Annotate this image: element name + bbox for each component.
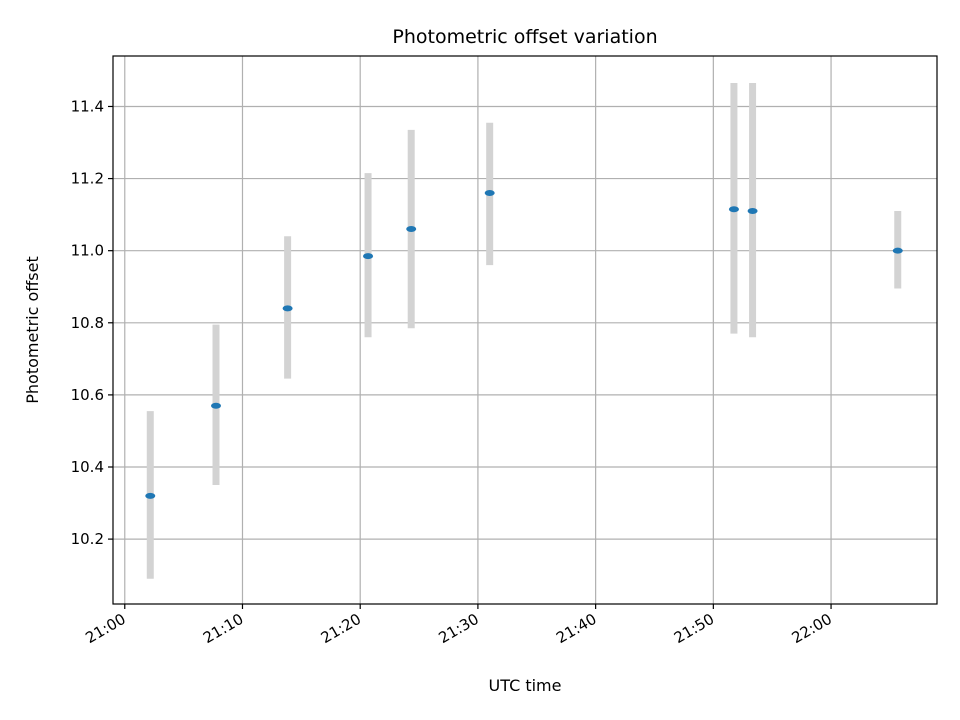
data-point [282,305,293,312]
data-point [145,492,156,499]
y-tick-label: 11.2 [71,170,104,188]
y-axis-ticks: 10.2 10.4 10.6 10.8 11.0 11.2 11.4 [71,97,113,548]
y-tick-label: 10.6 [71,386,104,404]
y-tick-label: 10.4 [71,458,104,476]
x-tick-label: 21:30 [435,610,481,647]
error-bars [146,83,902,579]
y-tick-label: 11.4 [71,97,104,115]
x-tick-label: 21:20 [318,610,364,647]
data-point [892,247,903,254]
data-point [484,190,495,196]
data-point [363,253,374,260]
data-point [747,208,758,215]
y-tick-label: 10.8 [71,314,104,332]
y-tick-label: 11.0 [71,242,104,260]
grid-lines [113,56,937,604]
data-point [211,402,221,409]
x-tick-label: 21:50 [671,610,717,647]
y-tick-label: 10.2 [71,530,104,548]
y-axis-label: Photometric offset [23,256,42,404]
chart-title: Photometric offset variation [392,26,657,48]
x-axis-label: UTC time [489,676,562,695]
x-tick-label: 21:10 [200,610,246,647]
plot-frame [112,55,938,605]
data-points [145,190,903,499]
x-tick-label: 21:00 [82,610,128,647]
x-tick-label: 21:40 [553,610,599,647]
x-tick-label: 22:00 [789,610,835,647]
data-point [728,206,739,213]
data-point [406,226,417,233]
x-axis-ticks: 21:00 21:10 21:20 21:30 21:40 21:50 22:00 [82,604,835,647]
